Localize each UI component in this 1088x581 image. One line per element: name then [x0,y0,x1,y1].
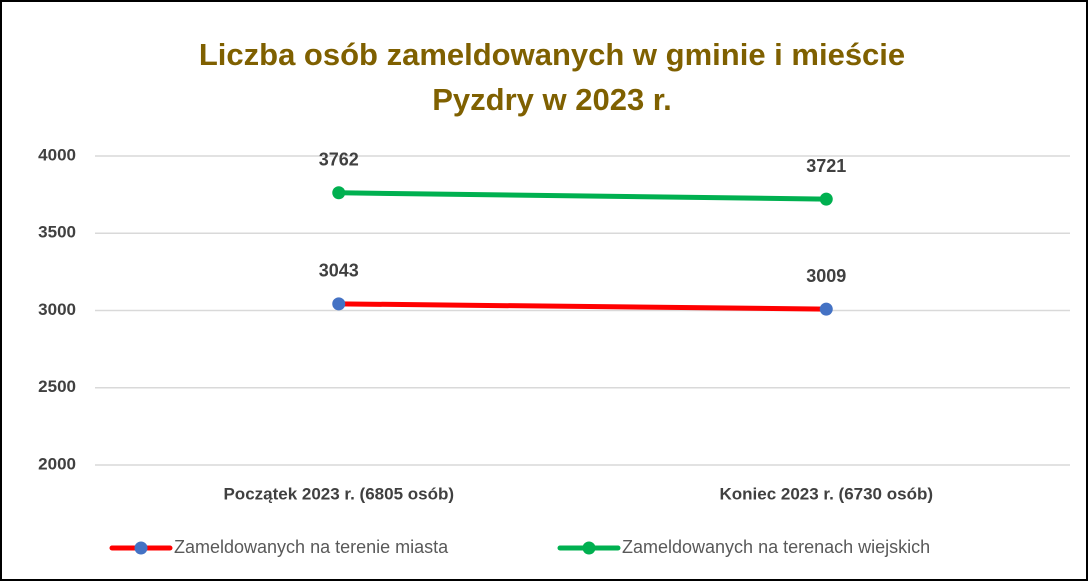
y-tick-label: 4000 [38,145,76,164]
series-line [336,301,829,312]
data-label: 3721 [806,156,846,176]
data-point [819,302,833,316]
series-line [336,190,829,202]
legend-marker [134,541,148,555]
legend-label: Zameldowanych na terenach wiejskich [622,537,930,557]
y-tick-label: 3500 [38,223,76,242]
data-point [332,297,346,311]
chart-title: Liczba osób zameldowanych w gminie i mie… [199,37,905,72]
data-label: 3009 [806,266,846,286]
data-label: 3762 [319,150,359,170]
y-tick-label: 2000 [38,454,76,473]
data-point [332,186,346,200]
y-tick-label: 2500 [38,377,76,396]
data-label: 3043 [319,261,359,281]
y-tick-label: 3000 [38,300,76,319]
x-tick-label: Koniec 2023 r. (6730 osób) [719,484,933,503]
data-point [819,192,833,206]
legend-label: Zameldowanych na terenie miasta [174,537,449,557]
x-tick-label: Początek 2023 r. (6805 osób) [223,484,454,503]
legend-marker [582,541,596,555]
chart-title: Pyzdry w 2023 r. [432,82,672,117]
